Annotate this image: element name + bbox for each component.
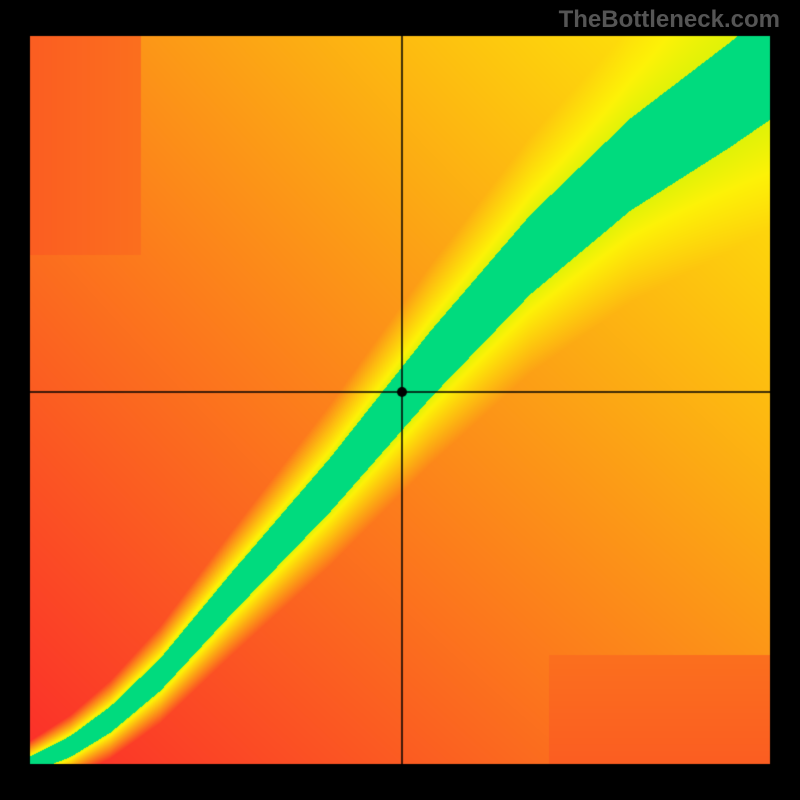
watermark-text: TheBottleneck.com bbox=[559, 6, 780, 34]
bottleneck-heatmap bbox=[0, 0, 800, 800]
